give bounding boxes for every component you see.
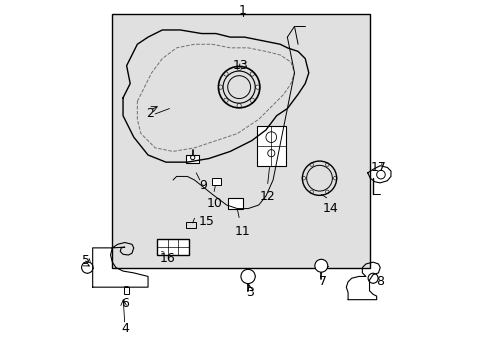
Text: 16: 16 — [160, 252, 175, 265]
Text: 14: 14 — [322, 202, 337, 215]
Text: 9: 9 — [199, 179, 207, 192]
Text: 15: 15 — [199, 215, 215, 228]
Text: 2: 2 — [145, 107, 153, 120]
Circle shape — [241, 269, 255, 284]
Bar — [186, 156, 199, 163]
Text: 5: 5 — [81, 254, 89, 267]
Bar — [185, 222, 195, 228]
Bar — [227, 198, 243, 209]
Bar — [123, 287, 129, 294]
Circle shape — [314, 259, 327, 272]
Text: 6: 6 — [121, 297, 128, 310]
Text: 7: 7 — [319, 275, 326, 288]
Text: 13: 13 — [233, 59, 248, 72]
Bar — [257, 126, 285, 166]
Text: 4: 4 — [121, 322, 128, 335]
Circle shape — [81, 262, 93, 273]
Bar — [211, 178, 220, 185]
Text: 12: 12 — [259, 190, 275, 203]
Text: 1: 1 — [238, 4, 246, 17]
Text: 11: 11 — [234, 225, 250, 238]
Bar — [112, 14, 369, 267]
Circle shape — [367, 273, 377, 283]
Text: 17: 17 — [370, 161, 386, 174]
Bar — [157, 239, 189, 255]
Text: 10: 10 — [206, 197, 222, 210]
Text: 3: 3 — [245, 286, 253, 299]
Text: 8: 8 — [375, 275, 384, 288]
